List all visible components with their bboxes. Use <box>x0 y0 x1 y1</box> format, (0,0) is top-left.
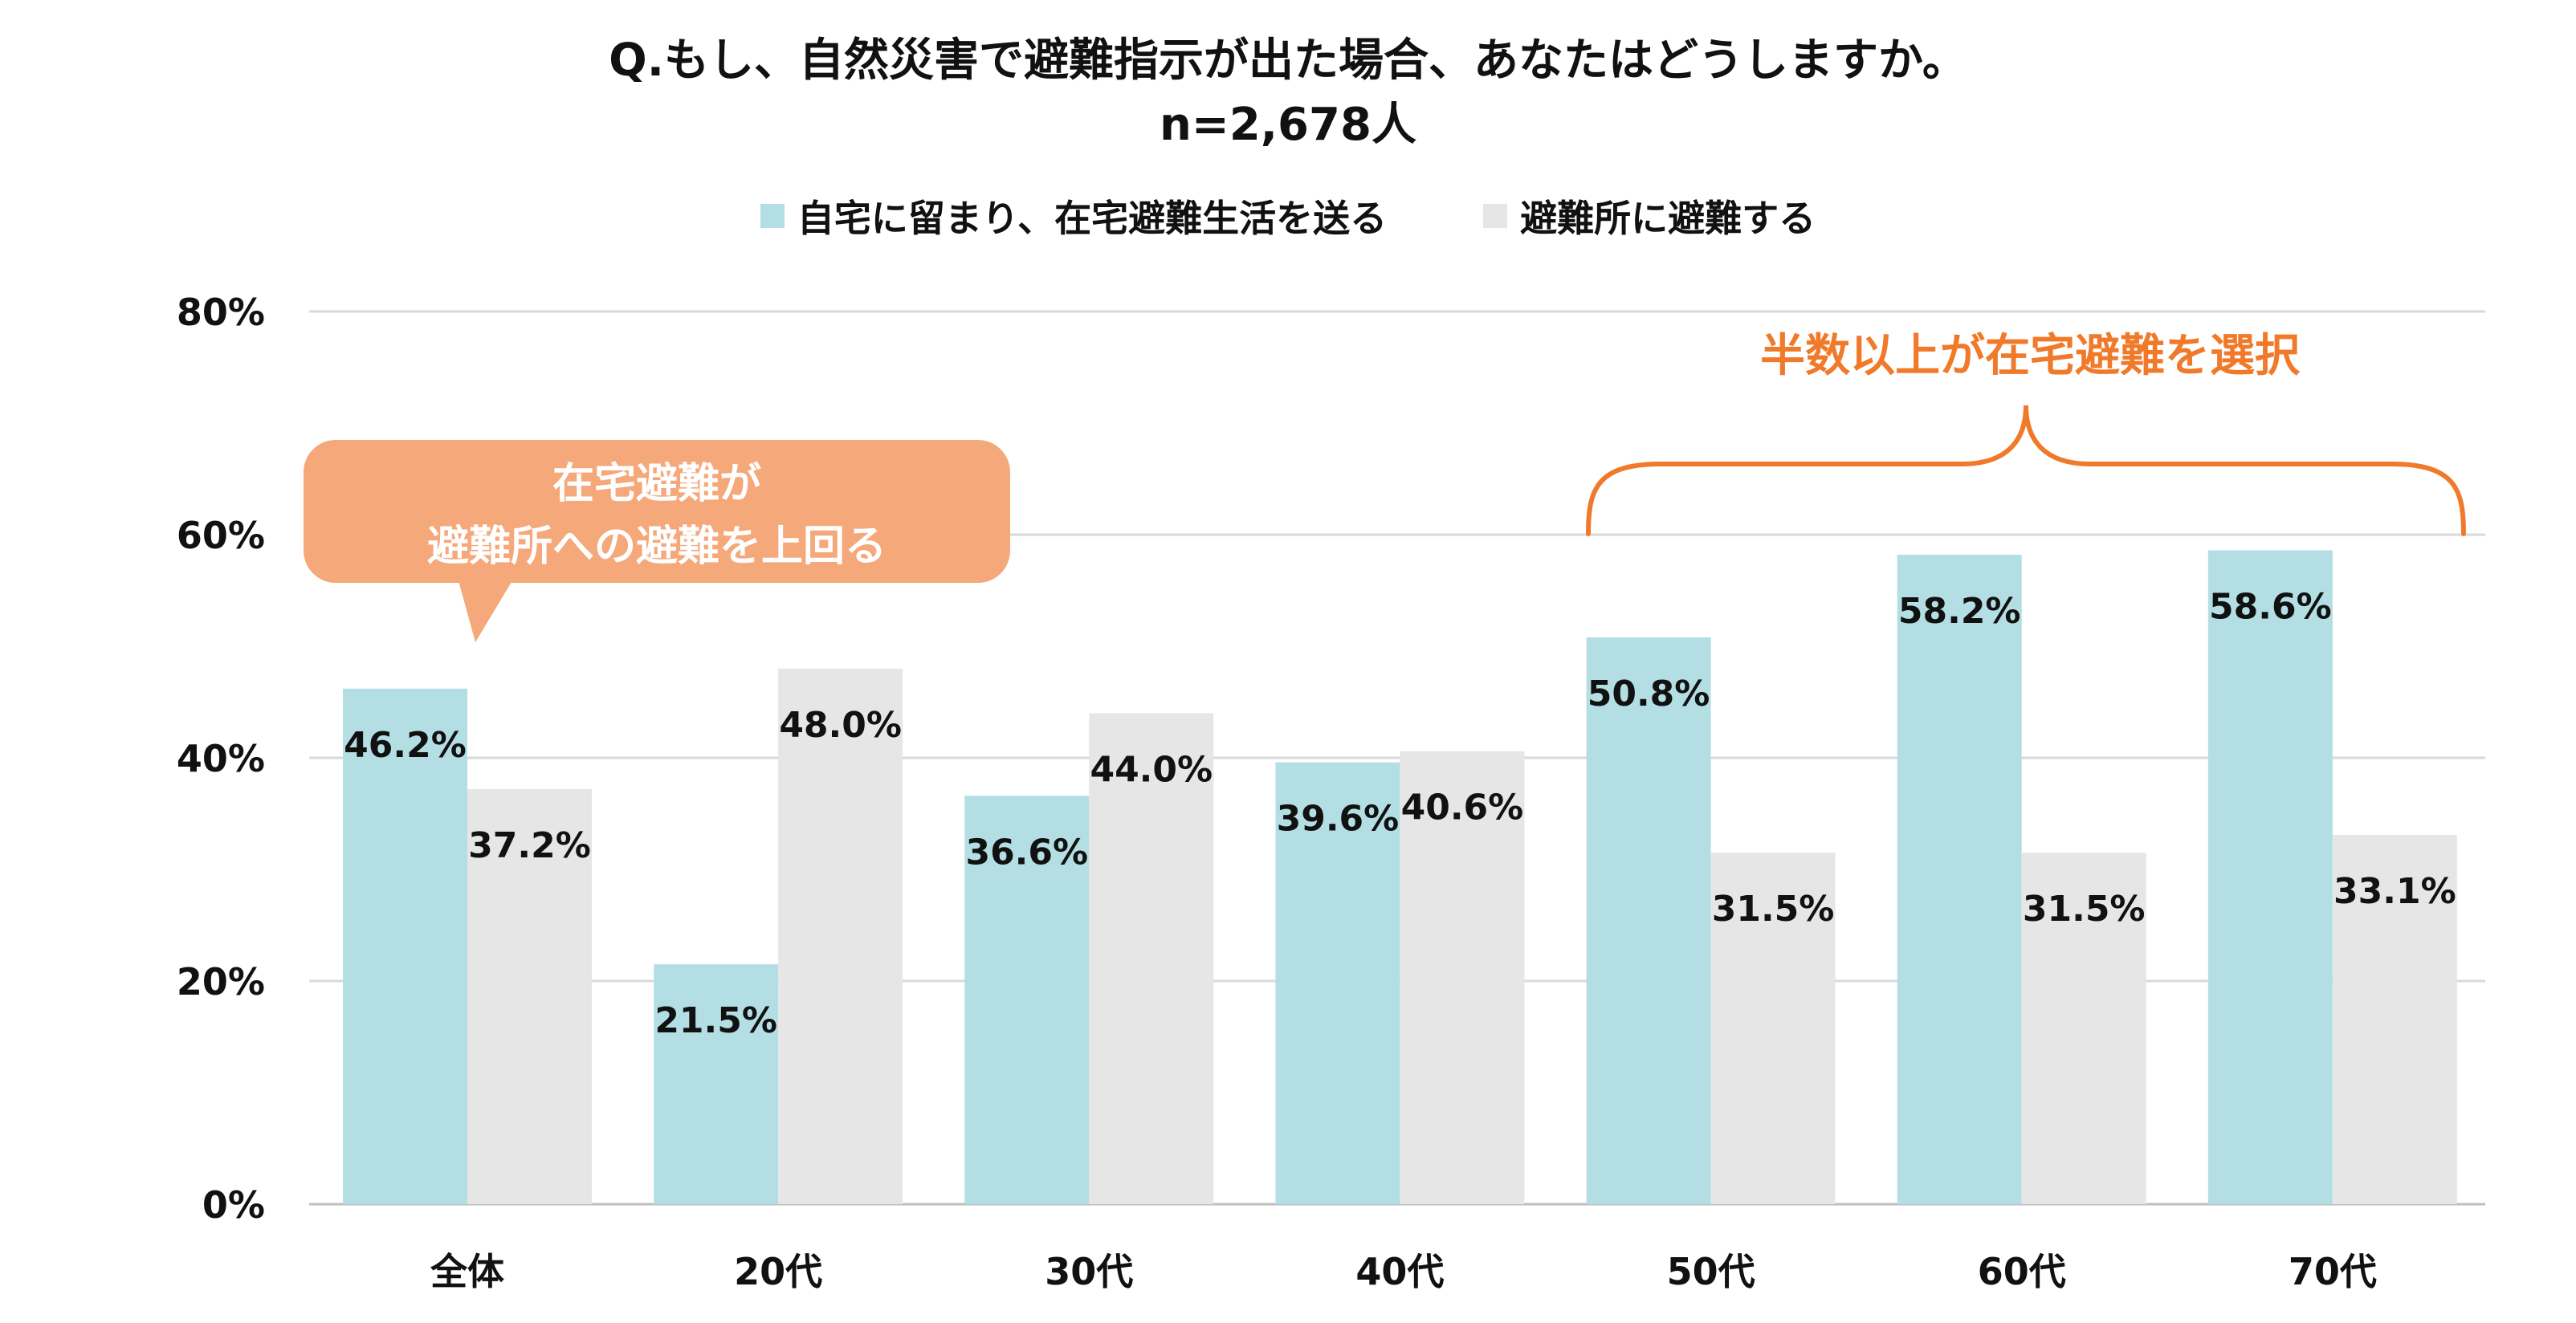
bar-series-2 <box>1089 713 1214 1204</box>
annotation-text: 半数以上が在宅避難を選択 <box>1760 330 2301 382</box>
callout-text-line: 在宅避難が <box>552 460 761 508</box>
annotation-brace <box>1586 405 2466 536</box>
data-label: 21.5% <box>654 1000 777 1041</box>
data-label: 48.0% <box>779 705 902 746</box>
y-tick-label: 40% <box>177 737 265 780</box>
bar-series-2 <box>2021 853 2146 1204</box>
chart-title: Q.もし、自然災害で避難指示が出た場合、あなたはどうしますか。 <box>609 35 1967 87</box>
data-label: 44.0% <box>1090 749 1213 790</box>
bar-series-2 <box>1400 751 1525 1204</box>
legend-item-series-1: 自宅に留まり、在宅避難生活を送る <box>760 189 1387 242</box>
x-tick-label: 50代 <box>1667 1250 1755 1293</box>
bar-series-1 <box>1586 637 1711 1204</box>
data-label: 58.6% <box>2209 586 2332 627</box>
data-label: 33.1% <box>2333 871 2456 912</box>
data-label: 40.6% <box>1401 788 1524 828</box>
bar-series-1 <box>1275 762 1400 1204</box>
data-label: 50.8% <box>1588 674 1710 714</box>
data-label: 31.5% <box>1712 889 1835 930</box>
legend-swatch-series-1 <box>760 204 785 228</box>
bar-series-1 <box>1897 555 2022 1204</box>
data-label: 39.6% <box>1277 799 1400 840</box>
x-tick-label: 全体 <box>430 1250 504 1293</box>
bar-series-1 <box>343 688 467 1204</box>
y-tick-label: 60% <box>177 514 265 557</box>
data-label: 58.2% <box>1898 591 2021 632</box>
bar-series-1 <box>654 964 779 1204</box>
callout-pointer <box>458 578 514 642</box>
legend-swatch-series-2 <box>1483 204 1508 228</box>
x-tick-label: 30代 <box>1045 1250 1133 1293</box>
x-tick-label: 40代 <box>1355 1250 1444 1293</box>
data-label: 46.2% <box>344 725 467 766</box>
bar-series-2 <box>778 668 903 1204</box>
legend: 自宅に留まり、在宅避難生活を送る 避難所に避難する <box>0 189 2576 242</box>
y-tick-label: 80% <box>177 291 265 334</box>
y-tick-label: 0% <box>202 1183 265 1227</box>
callout-text-line: 避難所への避難を上回る <box>427 523 887 571</box>
x-tick-label: 20代 <box>734 1250 822 1293</box>
data-label: 37.2% <box>468 825 591 866</box>
x-tick-label: 60代 <box>1978 1250 2066 1293</box>
y-tick-label: 20% <box>177 960 265 1003</box>
bar-series-2 <box>1710 853 1836 1204</box>
x-tick-label: 70代 <box>2289 1250 2377 1293</box>
legend-item-series-2: 避難所に避難する <box>1483 189 1816 242</box>
bar-series-1 <box>2207 550 2333 1204</box>
legend-label-series-1: 自宅に留まり、在宅避難生活を送る <box>797 197 1388 240</box>
legend-label-series-2: 避難所に避難する <box>1520 197 1816 240</box>
chart-subtitle: n=2,678人 <box>1160 99 1416 151</box>
bar-series-2 <box>2332 834 2457 1204</box>
bar-series-1 <box>964 796 1090 1204</box>
data-label: 36.6% <box>965 832 1088 873</box>
callout-bubble <box>304 440 1010 583</box>
data-label: 31.5% <box>2023 889 2146 930</box>
bar-series-2 <box>467 788 592 1204</box>
